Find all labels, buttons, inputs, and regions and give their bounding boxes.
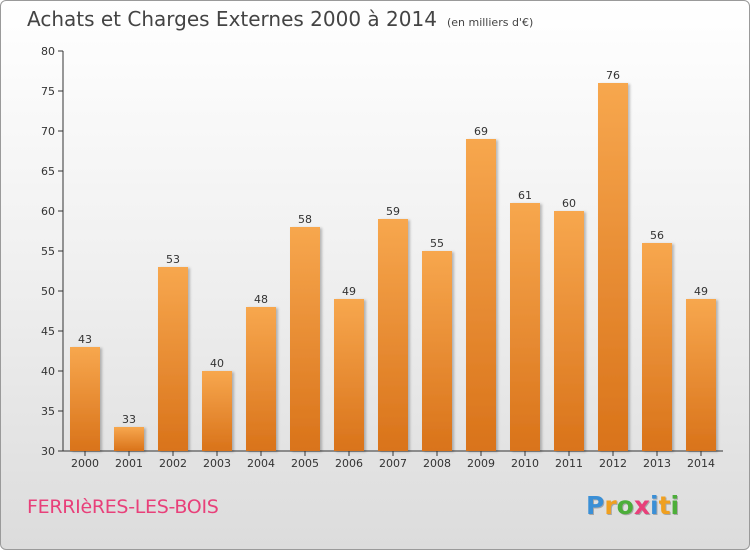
bar [598, 83, 628, 451]
bar-value-label: 58 [298, 213, 312, 226]
y-tick-label: 80 [41, 45, 55, 58]
bar [422, 251, 452, 451]
y-tick-label: 30 [41, 445, 55, 458]
x-tick-label: 2001 [115, 457, 143, 470]
logo-letter: i [650, 491, 659, 520]
x-tick-label: 2002 [159, 457, 187, 470]
bar [70, 347, 100, 451]
bar-value-label: 59 [386, 205, 400, 218]
bar-value-label: 49 [342, 285, 356, 298]
logo-letter: o [616, 491, 634, 520]
y-tick-label: 40 [41, 365, 55, 378]
chart-title-text: Achats et Charges Externes 2000 à 2014 [27, 7, 437, 31]
bar [466, 139, 496, 451]
bar [334, 299, 364, 451]
y-tick-label: 65 [41, 165, 55, 178]
bar [202, 371, 232, 451]
x-tick-label: 2007 [379, 457, 407, 470]
bar-value-label: 48 [254, 293, 268, 306]
x-tick-label: 2013 [643, 457, 671, 470]
bar [510, 203, 540, 451]
logo-letter: P [586, 491, 605, 520]
bar-value-label: 60 [562, 197, 576, 210]
x-tick-label: 2006 [335, 457, 363, 470]
bar [246, 307, 276, 451]
x-tick-label: 2003 [203, 457, 231, 470]
bar [290, 227, 320, 451]
bar [686, 299, 716, 451]
y-tick-label: 70 [41, 125, 55, 138]
y-tick-label: 45 [41, 325, 55, 338]
x-tick-label: 2004 [247, 457, 275, 470]
bar [642, 243, 672, 451]
logo-letter: t [658, 491, 671, 520]
logo-letter: r [604, 491, 617, 520]
bar [158, 267, 188, 451]
logo-letter: i [670, 491, 680, 520]
logo-letter: x [633, 491, 650, 520]
y-tick-label: 75 [41, 85, 55, 98]
proxiti-logo[interactable]: Proxiti [586, 491, 679, 520]
x-tick-label: 2005 [291, 457, 319, 470]
y-tick-label: 35 [41, 405, 55, 418]
bar-value-label: 55 [430, 237, 444, 250]
bar-value-label: 43 [78, 333, 92, 346]
bar-value-label: 76 [606, 69, 620, 82]
bar-value-label: 49 [694, 285, 708, 298]
bar [378, 219, 408, 451]
x-tick-label: 2009 [467, 457, 495, 470]
bar-value-label: 56 [650, 229, 664, 242]
chart-subtitle: (en milliers d'€) [446, 16, 534, 29]
x-tick-label: 2012 [599, 457, 627, 470]
y-tick-label: 50 [41, 285, 55, 298]
bar-value-label: 69 [474, 125, 488, 138]
x-tick-label: 2000 [71, 457, 99, 470]
y-tick-label: 60 [41, 205, 55, 218]
bar-value-label: 33 [122, 413, 136, 426]
x-tick-label: 2010 [511, 457, 539, 470]
bar [114, 427, 144, 451]
x-tick-label: 2011 [555, 457, 583, 470]
x-tick-label: 2014 [687, 457, 715, 470]
place-name: FERRIèRES-LES-BOIS [27, 496, 219, 518]
bar-value-label: 40 [210, 357, 224, 370]
bar [554, 211, 584, 451]
bar-value-label: 53 [166, 253, 180, 266]
y-tick-label: 55 [41, 245, 55, 258]
bar-value-label: 61 [518, 189, 532, 202]
x-tick-label: 2008 [423, 457, 451, 470]
chart-title: Achats et Charges Externes 2000 à 2014 (e… [27, 7, 533, 31]
